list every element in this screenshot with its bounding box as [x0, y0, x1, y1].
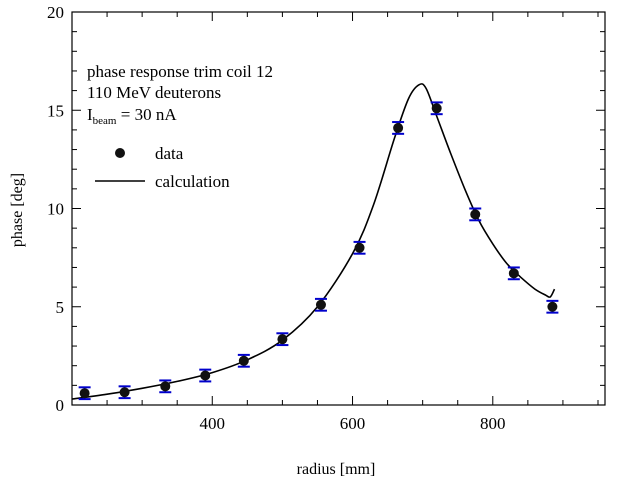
y-tick-label: 15 [47, 101, 64, 120]
annotation-line: phase response trim coil 12 [87, 62, 273, 81]
beam-subscript: beam [93, 115, 117, 127]
legend: data calculation [95, 144, 230, 191]
y-tick-label: 5 [56, 298, 65, 317]
x-tick-label: 600 [340, 414, 366, 433]
data-point [392, 122, 404, 134]
y-tick-label: 0 [56, 396, 65, 415]
data-marker [355, 243, 365, 253]
data-marker [509, 268, 519, 278]
beam-current-label: Ibeam = 30 nA [87, 105, 177, 127]
data-point [469, 209, 481, 221]
y-tick-label: 20 [47, 3, 64, 22]
data-series [79, 102, 559, 399]
annotation-block: phase response trim coil 12 110 MeV deut… [87, 62, 273, 127]
data-marker [432, 103, 442, 113]
beam-value: = 30 nA [117, 105, 178, 124]
data-marker [80, 388, 90, 398]
calculation-series [72, 84, 555, 399]
legend-calculation-label: calculation [155, 172, 230, 191]
y-axis-label: phase [deg] [9, 173, 26, 247]
data-point [354, 242, 366, 254]
data-point [546, 301, 558, 313]
data-marker [120, 387, 130, 397]
data-marker [393, 123, 403, 133]
calculation-line [72, 84, 555, 399]
x-tick-label: 400 [200, 414, 226, 433]
x-tick-label: 800 [480, 414, 506, 433]
data-marker [160, 381, 170, 391]
data-marker [239, 356, 249, 366]
annotation-line: 110 MeV deuterons [87, 83, 221, 102]
data-marker [200, 371, 210, 381]
data-point [119, 386, 131, 398]
data-marker [470, 209, 480, 219]
legend-data-marker [115, 148, 125, 158]
data-marker [547, 302, 557, 312]
data-marker [316, 300, 326, 310]
data-point [199, 370, 211, 382]
data-point [159, 380, 171, 392]
data-point [238, 355, 250, 367]
legend-data-label: data [155, 144, 184, 163]
x-axis-label: radius [mm] [297, 461, 376, 478]
data-point [508, 267, 520, 279]
y-tick-label: 10 [47, 200, 64, 219]
data-marker [277, 334, 287, 344]
